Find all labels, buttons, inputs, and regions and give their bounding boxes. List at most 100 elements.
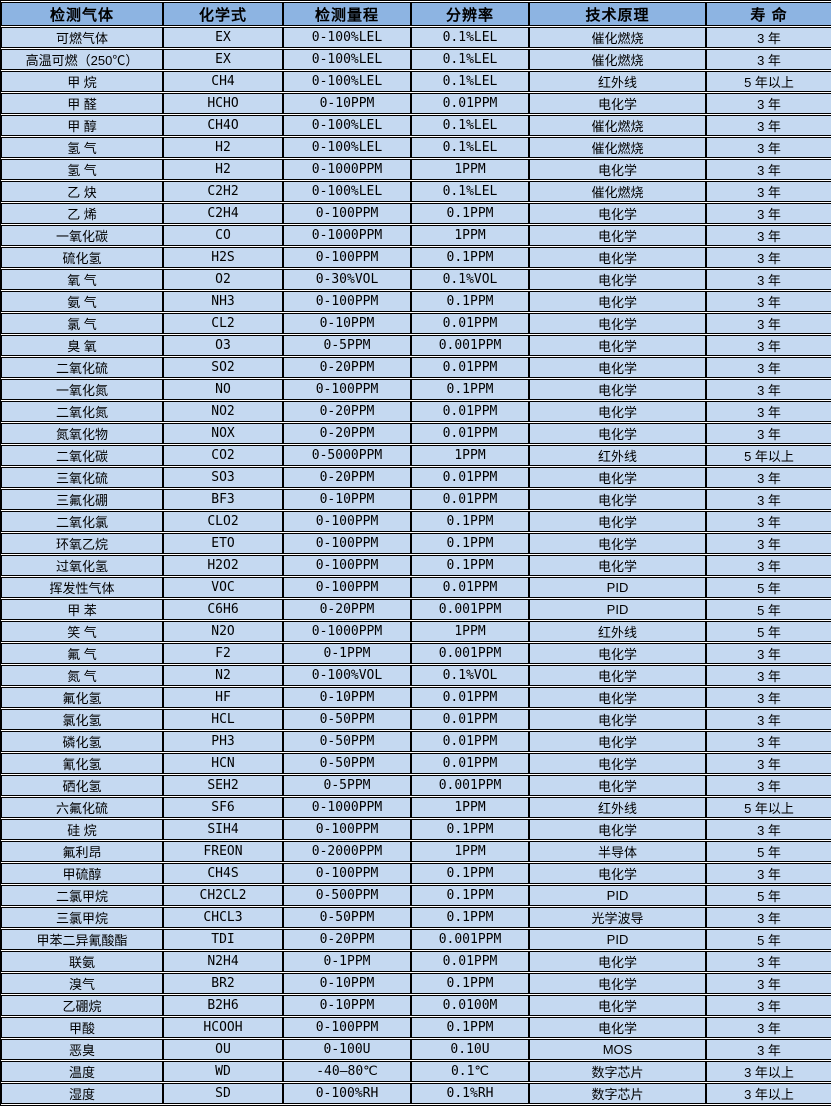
cell-formula: N2H4 [163,951,283,972]
table-row: 甲硫醇 CH4S 0-100PPM 0.1PPM 电化学 3 年 [1,863,831,884]
cell-gas-name: 氰化氢 [1,753,163,774]
cell-resolution: 0.001PPM [411,599,529,620]
cell-gas-name: 磷化氢 [1,731,163,752]
cell-formula: PH3 [163,731,283,752]
cell-formula: NO2 [163,401,283,422]
cell-principle: 半导体 [529,841,706,862]
cell-lifespan: 3 年 [706,357,831,378]
cell-resolution: 0.1PPM [411,511,529,532]
cell-lifespan: 5 年 [706,841,831,862]
table-row: 可燃气体 EX 0-100%LEL 0.1%LEL 催化燃烧 3 年 [1,27,831,48]
cell-range: 0-20PPM [283,401,411,422]
table-row: 磷化氢 PH3 0-50PPM 0.01PPM 电化学 3 年 [1,731,831,752]
cell-range: 0-50PPM [283,753,411,774]
cell-formula: SEH2 [163,775,283,796]
table-row: 甲 烷 CH4 0-100%LEL 0.1%LEL 红外线 5 年以上 [1,71,831,92]
cell-resolution: 1PPM [411,797,529,818]
cell-range: 0-50PPM [283,907,411,928]
cell-lifespan: 5 年 [706,929,831,950]
cell-range: 0-1000PPM [283,225,411,246]
cell-range: 0-20PPM [283,467,411,488]
cell-resolution: 0.001PPM [411,643,529,664]
cell-lifespan: 3 年 [706,291,831,312]
cell-lifespan: 3 年 [706,489,831,510]
cell-formula: VOC [163,577,283,598]
cell-formula: H2O2 [163,555,283,576]
cell-gas-name: 氯 气 [1,313,163,334]
cell-range: 0-50PPM [283,709,411,730]
cell-gas-name: 二氧化硫 [1,357,163,378]
cell-resolution: 0.1PPM [411,907,529,928]
cell-lifespan: 3 年 [706,93,831,114]
table-row: 湿度 SD 0-100%RH 0.1%RH 数字芯片 3 年以上 [1,1083,831,1104]
cell-resolution: 0.1PPM [411,247,529,268]
cell-lifespan: 3 年 [706,115,831,136]
cell-principle: 电化学 [529,357,706,378]
cell-principle: 电化学 [529,973,706,994]
cell-formula: HCHO [163,93,283,114]
cell-lifespan: 5 年以上 [706,71,831,92]
cell-range: 0-100PPM [283,533,411,554]
cell-range: 0-100PPM [283,203,411,224]
cell-resolution: 1PPM [411,445,529,466]
cell-lifespan: 3 年 [706,665,831,686]
cell-range: 0-50PPM [283,731,411,752]
cell-formula: BF3 [163,489,283,510]
table-row: 一氧化氮 NO 0-100PPM 0.1PPM 电化学 3 年 [1,379,831,400]
cell-range: 0-20PPM [283,929,411,950]
cell-lifespan: 3 年 [706,709,831,730]
cell-principle: 电化学 [529,269,706,290]
cell-range: 0-20PPM [283,599,411,620]
cell-lifespan: 3 年 [706,247,831,268]
cell-range: 0-10PPM [283,93,411,114]
cell-formula: CH4O [163,115,283,136]
cell-gas-name: 臭 氧 [1,335,163,356]
cell-formula: F2 [163,643,283,664]
cell-resolution: 0.01PPM [411,687,529,708]
cell-resolution: 0.1%RH [411,1083,529,1104]
table-row: 氢 气 H2 0-100%LEL 0.1%LEL 催化燃烧 3 年 [1,137,831,158]
cell-range: 0-10PPM [283,995,411,1016]
cell-lifespan: 3 年 [706,643,831,664]
cell-lifespan: 3 年 [706,1039,831,1060]
cell-principle: 电化学 [529,203,706,224]
cell-range: -40—80℃ [283,1061,411,1082]
cell-resolution: 0.1PPM [411,1017,529,1038]
cell-principle: 数字芯片 [529,1083,706,1104]
cell-formula: CHCL3 [163,907,283,928]
cell-resolution: 0.001PPM [411,775,529,796]
cell-gas-name: 六氟化硫 [1,797,163,818]
cell-resolution: 1PPM [411,159,529,180]
cell-principle: 电化学 [529,995,706,1016]
cell-lifespan: 5 年 [706,885,831,906]
cell-lifespan: 3 年 [706,687,831,708]
cell-formula: HCOOH [163,1017,283,1038]
cell-principle: 电化学 [529,709,706,730]
cell-gas-name: 氮氧化物 [1,423,163,444]
cell-range: 0-100U [283,1039,411,1060]
cell-resolution: 0.10U [411,1039,529,1060]
cell-formula: SD [163,1083,283,1104]
cell-gas-name: 二氧化碳 [1,445,163,466]
table-row: 二氯甲烷 CH2CL2 0-500PPM 0.1PPM PID 5 年 [1,885,831,906]
table-row: 氟 气 F2 0-1PPM 0.001PPM 电化学 3 年 [1,643,831,664]
cell-principle: 催化燃烧 [529,27,706,48]
cell-principle: 电化学 [529,687,706,708]
table-row: 温度 WD -40—80℃ 0.1℃ 数字芯片 3 年以上 [1,1061,831,1082]
cell-lifespan: 3 年 [706,819,831,840]
cell-lifespan: 3 年以上 [706,1061,831,1082]
cell-formula: CH4 [163,71,283,92]
cell-formula: H2S [163,247,283,268]
cell-range: 0-1000PPM [283,159,411,180]
cell-lifespan: 3 年 [706,159,831,180]
cell-resolution: 0.1%LEL [411,137,529,158]
cell-range: 0-20PPM [283,423,411,444]
table-row: 甲 苯 C6H6 0-20PPM 0.001PPM PID 5 年 [1,599,831,620]
table-row: 联氨 N2H4 0-1PPM 0.01PPM 电化学 3 年 [1,951,831,972]
cell-resolution: 0.01PPM [411,401,529,422]
cell-gas-name: 二氯甲烷 [1,885,163,906]
cell-formula: EX [163,27,283,48]
cell-formula: NO [163,379,283,400]
cell-resolution: 0.1%LEL [411,49,529,70]
cell-principle: PID [529,599,706,620]
